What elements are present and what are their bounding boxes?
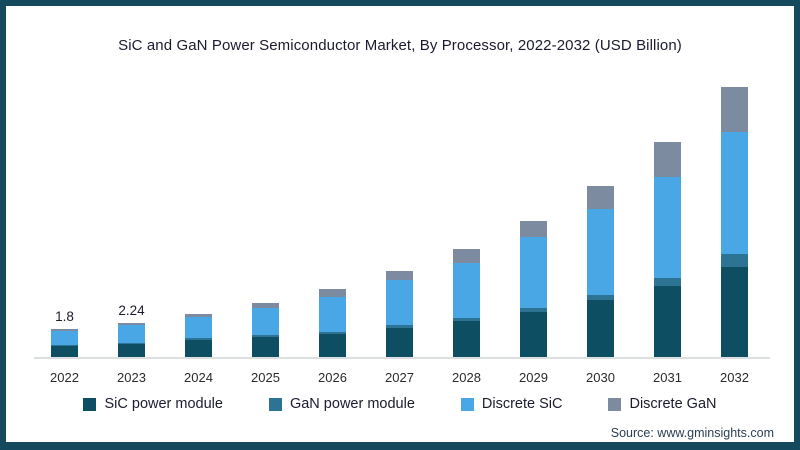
bar-segment-2031-sic-power-module <box>654 286 681 357</box>
bar-segment-2031-discrete-gan <box>654 142 681 178</box>
x-tick-2027: 2027 <box>385 370 414 385</box>
plot-area: 1.8 2.24 <box>36 80 768 357</box>
bar-segment-2032-discrete-gan <box>721 86 748 132</box>
bar-segment-2030-gan-power-module <box>587 295 614 301</box>
bar-value-label-2023: 2.24 <box>118 302 145 318</box>
bar-segment-2022-gan-power-module <box>51 344 78 346</box>
bar-segment-2029-sic-power-module <box>520 311 547 357</box>
bar-segment-2026-gan-power-module <box>319 331 346 334</box>
bar-segment-2026-discrete-sic <box>319 297 346 332</box>
legend-label: GaN power module <box>289 396 415 412</box>
bar-segment-2024-discrete-sic <box>185 317 212 338</box>
bar-2031 <box>654 142 681 357</box>
bar-2022 <box>51 329 78 357</box>
bar-segment-2027-sic-power-module <box>386 327 413 357</box>
bar-segment-2023-sic-power-module <box>118 344 145 357</box>
x-tick-2031: 2031 <box>653 370 682 385</box>
bar-2029 <box>520 221 547 357</box>
bar-2025 <box>252 302 279 357</box>
legend-label: Discrete GaN <box>629 396 717 412</box>
bar-segment-2025-discrete-gan <box>252 302 279 308</box>
bar-segment-2027-gan-power-module <box>386 325 413 328</box>
bar-segment-2031-discrete-sic <box>654 177 681 278</box>
legend-item-discrete-sic: Discrete SiC <box>460 396 563 412</box>
x-tick-2028: 2028 <box>452 370 481 385</box>
legend-item-sic-power-module: SiC power module <box>83 396 223 412</box>
legend-item-gan-power-module: GaN power module <box>268 396 415 412</box>
bar-segment-2024-discrete-gan <box>185 313 212 317</box>
legend: SiC power module GaN power module Discrete… <box>6 396 794 412</box>
x-tick-2024: 2024 <box>184 370 213 385</box>
x-axis-labels: 2022 2023 2024 2025 2026 2027 2028 2029 2030 2031… <box>36 370 768 386</box>
bar-segment-2024-sic-power-module <box>185 339 212 357</box>
x-tick-2032: 2032 <box>720 370 749 385</box>
bar-segment-2028-discrete-sic <box>453 262 480 318</box>
bar-2024 <box>185 313 212 357</box>
legend-swatch-icon <box>83 397 97 411</box>
bar-segment-2027-discrete-gan <box>386 271 413 281</box>
bar-segment-2024-gan-power-module <box>185 338 212 340</box>
x-tick-2022: 2022 <box>50 370 79 385</box>
bar-2028 <box>453 248 480 357</box>
bar-segment-2022-discrete-gan <box>51 329 78 331</box>
legend-swatch-icon <box>268 397 282 411</box>
bar-2030 <box>587 186 614 357</box>
bar-2023 <box>118 322 145 357</box>
x-tick-2025: 2025 <box>251 370 280 385</box>
bar-segment-2027-discrete-sic <box>386 280 413 326</box>
x-axis-line <box>34 357 770 359</box>
source-attribution: Source: www.gminsights.com <box>610 426 774 440</box>
bar-segment-2025-sic-power-module <box>252 337 279 357</box>
bar-segment-2028-sic-power-module <box>453 320 480 357</box>
bar-segment-2022-discrete-sic <box>51 330 78 345</box>
bar-segment-2028-gan-power-module <box>453 317 480 321</box>
bar-segment-2032-discrete-sic <box>721 131 748 254</box>
legend-swatch-icon <box>460 397 474 411</box>
x-tick-2030: 2030 <box>586 370 615 385</box>
bar-segment-2029-discrete-gan <box>520 221 547 238</box>
x-tick-2026: 2026 <box>318 370 347 385</box>
bar-segment-2032-gan-power-module <box>721 253 748 268</box>
x-tick-2029: 2029 <box>519 370 548 385</box>
bar-segment-2025-gan-power-module <box>252 335 279 337</box>
bar-2026 <box>319 288 346 357</box>
x-tick-2023: 2023 <box>117 370 146 385</box>
bar-2032 <box>721 86 748 357</box>
bar-segment-2026-discrete-gan <box>319 288 346 298</box>
bar-segment-2023-gan-power-module <box>118 342 145 344</box>
bar-value-label-2022: 1.8 <box>55 309 74 325</box>
bar-segment-2026-sic-power-module <box>319 333 346 357</box>
bar-segment-2030-sic-power-module <box>587 300 614 357</box>
bar-segment-2030-discrete-sic <box>587 209 614 296</box>
bar-segment-2029-discrete-sic <box>520 237 547 308</box>
legend-item-discrete-gan: Discrete GaN <box>608 396 717 412</box>
bar-segment-2030-discrete-gan <box>587 186 614 210</box>
bar-segment-2028-discrete-gan <box>453 248 480 263</box>
bar-segment-2025-discrete-sic <box>252 307 279 336</box>
bar-segment-2023-discrete-sic <box>118 325 145 343</box>
bar-2027 <box>386 271 413 357</box>
bar-segment-2022-sic-power-module <box>51 345 78 357</box>
chart-title: SiC and GaN Power Semiconductor Market, … <box>118 37 682 54</box>
legend-label: SiC power module <box>104 396 223 412</box>
bar-segment-2032-sic-power-module <box>721 267 748 357</box>
legend-swatch-icon <box>608 397 622 411</box>
bar-segment-2029-gan-power-module <box>520 307 547 312</box>
legend-label: Discrete SiC <box>481 396 563 412</box>
bar-segment-2031-gan-power-module <box>654 277 681 287</box>
bar-segment-2023-discrete-gan <box>118 322 145 326</box>
